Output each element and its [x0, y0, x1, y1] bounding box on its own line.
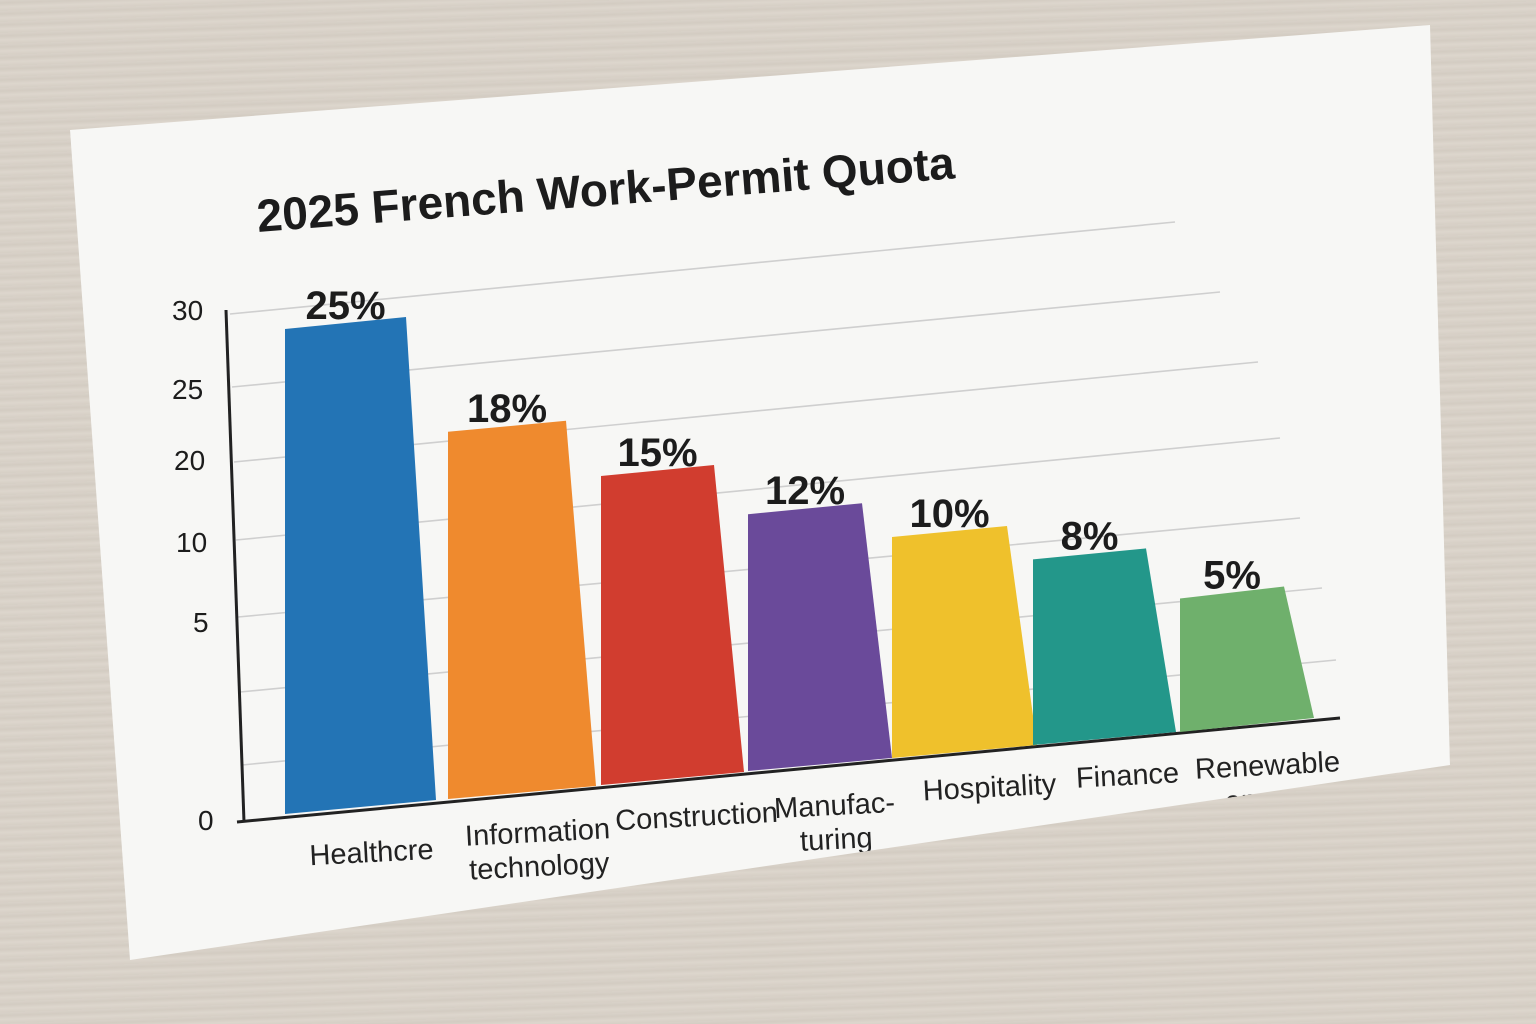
bar-value-label: 8% [1061, 514, 1119, 558]
chart-card: 2025 French Work-Permit Quota 30 25 20 1… [70, 25, 1450, 960]
bar [1180, 586, 1314, 732]
bar-value-label: 15% [617, 431, 697, 475]
y-tick-label: 25 [172, 374, 203, 405]
bar-value-label: 10% [909, 492, 989, 536]
category-label: Manufac-turing [773, 787, 897, 859]
bar [285, 317, 436, 814]
bar-chart: 2025 French Work-Permit Quota 30 25 20 1… [172, 136, 1342, 887]
category-label: Finance [1075, 757, 1180, 794]
y-tick-label: 0 [198, 805, 214, 836]
y-tick-label: 30 [172, 295, 203, 326]
bar-value-label: 5% [1203, 554, 1261, 598]
y-tick-label: 20 [174, 445, 205, 476]
category-label: Informationtechnology [464, 813, 612, 887]
y-axis-line [224, 309, 246, 823]
bar-value-label: 25% [305, 284, 385, 328]
bar [1033, 548, 1176, 745]
category-label: Construction [614, 797, 778, 837]
bars [285, 317, 1314, 814]
category-label: Healthcre [309, 834, 435, 872]
category-labels: Healthcre InformationtechnologyConstructi… [309, 746, 1342, 887]
value-labels: 25% 18% 15% 12% 10% 8% 5% [305, 284, 1260, 598]
y-tick-label: 5 [193, 607, 209, 638]
chart-title: 2025 French Work-Permit Quota [255, 136, 957, 242]
y-tick-label: 10 [176, 527, 207, 558]
bar [748, 503, 892, 771]
bar [892, 526, 1037, 758]
bar-value-label: 18% [467, 387, 547, 431]
category-label: Hospitality [922, 769, 1058, 808]
x-axis-line [236, 716, 1341, 824]
gridline [229, 221, 1176, 315]
bar [601, 465, 744, 785]
bar-value-label: 12% [765, 469, 845, 513]
bar [448, 420, 596, 799]
category-label: Renewableenergy [1194, 746, 1342, 820]
